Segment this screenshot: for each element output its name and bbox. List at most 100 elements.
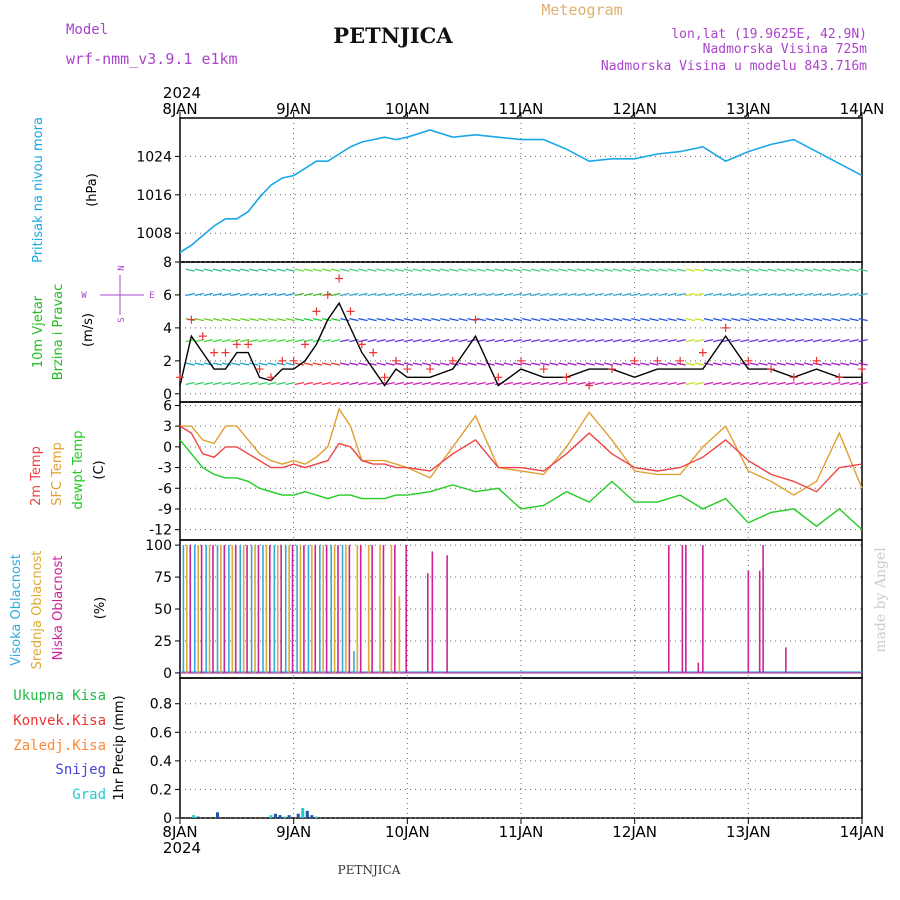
wind-arrow [722, 339, 732, 343]
wind-arrow [494, 317, 504, 322]
wind-arrow [703, 268, 714, 272]
wind-arrow [803, 362, 814, 366]
pressure-line [179, 129, 863, 254]
top-x-tick-label: 11JAN [499, 100, 544, 118]
y-tick-label: 1008 [136, 226, 172, 242]
model-name: wrf-nmm_v3.9.1 e1km [66, 50, 238, 68]
wind-gust-marker [812, 356, 821, 365]
wind-arrow [358, 362, 368, 366]
wind-arrow [558, 268, 568, 272]
wind-arrow [740, 292, 750, 297]
wind-arrow [421, 381, 432, 386]
wind-arrow [249, 317, 259, 322]
wind-arrow [312, 381, 323, 386]
wind-gust-marker [198, 332, 207, 341]
wind-arrow [612, 381, 623, 386]
wind-arrow [294, 381, 304, 386]
wind-arrow [767, 381, 777, 386]
wind-arrow [722, 317, 732, 322]
wind-arrow [594, 381, 605, 386]
precip-bar [310, 815, 314, 818]
wind-arrow [521, 362, 532, 366]
wind-arrow [558, 362, 568, 366]
wind-arrow [449, 292, 459, 297]
wind-arrow [840, 381, 850, 386]
wind-arrow [776, 268, 786, 272]
wind-gust-marker [391, 356, 400, 365]
wind-speed-line [179, 301, 862, 387]
watermark: made by Angel [873, 547, 889, 653]
wind-arrow [421, 292, 432, 297]
wind-arrow [476, 268, 486, 272]
wind-arrow [367, 381, 377, 386]
wind-arrow [431, 381, 441, 386]
wind-arrow [722, 292, 732, 297]
wind-arrow [249, 381, 259, 386]
wind-arrow [458, 268, 468, 272]
y-tick-label: 75 [154, 570, 172, 586]
wind-arrow [349, 268, 359, 272]
wind-arrow [231, 317, 241, 322]
wind-arrow [567, 268, 577, 272]
wind-arrow [758, 362, 768, 366]
wind-arrow [631, 381, 641, 386]
wind-arrow [440, 381, 450, 386]
wind-arrow [249, 292, 259, 297]
wind-arrow [449, 362, 459, 366]
legend-rain-total: Ukupna Kisa [13, 688, 106, 704]
precip-bar [216, 812, 220, 818]
bottom-x-tick-label: 12JAN [612, 823, 657, 841]
y-tick-label: -12 [149, 523, 172, 539]
wind-arrow [776, 381, 786, 386]
wind-arrow [812, 317, 823, 322]
wind-arrow [403, 317, 414, 322]
wind-gust-marker [312, 307, 321, 316]
wind-arrow [340, 362, 350, 366]
wind-arrow [240, 339, 250, 343]
model-elevation-text: Nadmorska Visina u modelu 843.716m [601, 59, 867, 74]
wind-arrow [540, 339, 550, 343]
wind-arrow [612, 317, 623, 322]
wind-arrow [740, 268, 750, 272]
wind-arrow [685, 339, 695, 343]
wind-arrow [367, 339, 377, 343]
wind-arrow [585, 292, 595, 297]
wind-arrow [531, 268, 541, 272]
wind-arrow [485, 292, 495, 297]
wind-gust-marker [176, 373, 184, 382]
wind-arrow [203, 381, 214, 386]
wind-arrow [431, 339, 441, 343]
meteogram-title: Meteogram [541, 1, 622, 19]
wind-arrow [512, 268, 523, 272]
wind-arrow [431, 268, 441, 272]
wind-arrow [549, 292, 559, 297]
wind-arrow [594, 317, 605, 322]
wind-arrow [485, 317, 495, 322]
wind-arrow-field [185, 268, 868, 386]
bottom-year: 2024 [163, 839, 201, 857]
wind-arrow [267, 292, 277, 297]
wind-arrow [576, 292, 586, 297]
wind-arrow [858, 362, 868, 366]
precip-bar [278, 815, 282, 818]
wind-arrow [640, 381, 650, 386]
wind-arrow [376, 362, 386, 366]
wind-arrow [249, 268, 259, 272]
wind-arrow [640, 292, 650, 297]
wind-arrow [749, 292, 759, 297]
wind-arrow [685, 381, 695, 386]
wind-arrow [849, 339, 859, 343]
wind-arrow [485, 381, 495, 386]
wind-arrow [221, 268, 232, 272]
wind-arrow [694, 339, 705, 343]
wind-arrow [249, 339, 259, 343]
wind-arrow [585, 381, 595, 386]
wind-arrow [767, 292, 777, 297]
wind-arrow [467, 362, 477, 366]
wind-arrow [531, 292, 541, 297]
wind-arrow [312, 292, 323, 297]
wind-arrow [694, 362, 705, 366]
wind-arrow [394, 317, 404, 322]
wind-arrow [685, 317, 695, 322]
